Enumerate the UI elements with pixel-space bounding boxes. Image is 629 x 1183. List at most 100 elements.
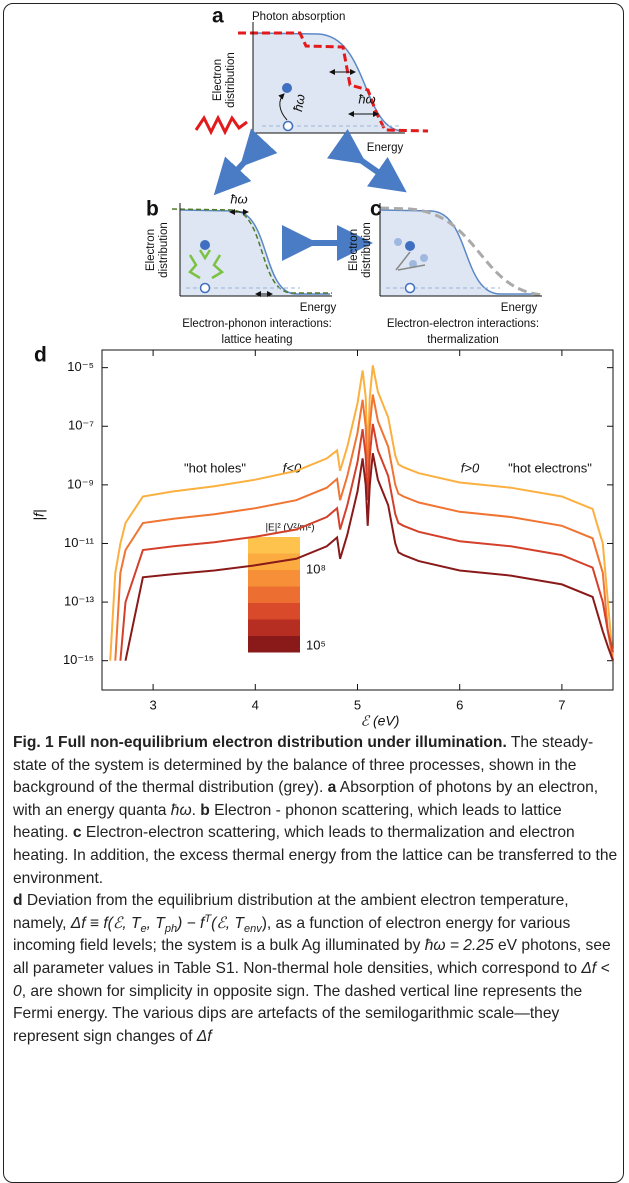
x-tick-label: 5 [354,697,361,712]
caption-math: , T [146,914,165,932]
process-arrow [326,128,407,193]
hole [199,282,211,294]
x-axis-label: ℰ (eV) [361,713,400,729]
hot-curve [379,206,546,297]
annotation: f<0 [283,460,302,475]
panel-caption: Electron-phonon interactions: [182,318,332,330]
colorbar-label: |E|² (V²/m²) [265,523,314,534]
caption-math: ħω [170,801,192,819]
axis-label: Energy [501,302,538,314]
hole [404,282,416,294]
caption-text: ), as a function of electron energy for … [13,914,571,955]
caption-math: ) − f [177,914,205,932]
caption-text: . [191,801,201,819]
panel-title: Photon absorption [252,11,345,23]
thermal-curve [379,209,540,295]
y-tick-label: 10⁻¹⁵ [63,652,94,667]
caption-text: Electron - phonon scattering, which lead… [13,801,562,842]
caption-math: T [204,912,212,925]
scatter-arrow [395,251,411,271]
caption-math: e [140,922,147,935]
panel-label: b [146,198,159,221]
x-tick-label: 3 [149,697,156,712]
colorbar-band [248,537,300,554]
caption-text: Electron-electron scattering, which lead… [13,824,618,887]
axis-label: Electron [348,229,360,271]
caption-letter: a [327,779,337,797]
caption-text: Deviation from the equilibrium distribut… [13,892,569,932]
caption-math: Δf < 0 [13,959,610,1000]
panel-label: c [370,198,382,221]
process-arrow [213,128,278,196]
photon [194,114,248,136]
y-tick-label: 10⁻¹³ [64,594,95,609]
caption-text: eV photons, see all parameter values in … [13,937,611,977]
y-axis-label: |f| [31,509,47,520]
x-tick-label: 4 [252,697,259,712]
transition-arrow [278,93,288,121]
hw-label: ħω [358,91,375,106]
y-tick-label: 10⁻¹¹ [64,535,95,550]
caption-letter: b [200,801,210,819]
thermal-curve [252,32,403,132]
y-tick-label: 10⁻⁵ [67,359,94,374]
data-line [109,365,614,661]
x-tick-label: 6 [456,697,463,712]
annotation: "hot electrons" [508,460,592,475]
colorbar-band [248,570,300,587]
caption-math: (ℰ, T [211,914,244,932]
colorbar-max: 10⁸ [306,561,326,576]
data-line [114,394,614,661]
caption-math: ħω = 2.25 [424,937,494,955]
phonon [188,249,225,280]
scatter-arrow [397,264,426,271]
colorbar: |E|² (V²/m²) 10⁸ 10⁵ [248,523,326,653]
panel-a: a Photon absorption Electron distributio… [194,5,429,154]
electron [420,254,428,262]
panel-label: d [34,344,47,367]
axis-label: Electron [145,229,157,271]
electron [394,238,402,246]
electron [409,260,417,268]
electron [200,240,210,250]
thermal-fill [380,210,540,296]
caption-math: env [243,922,262,935]
panel-caption: lattice heating [222,334,293,346]
panel-caption: Electron-electron interactions: [387,318,539,330]
caption-math: ph [164,922,178,935]
colorbar-band [248,636,300,653]
panel-label: a [212,5,224,28]
figure-caption: Fig. 1 Full non-equilibrium electron dis… [13,732,621,1048]
axis-label: distribution [225,52,237,108]
axis-label: distribution [158,222,170,278]
caption-text: Absorption of photons by an electron, wi… [13,779,599,819]
axis-label: Energy [300,302,337,314]
panel-c: c Electron distribution Energy Electron-… [348,198,546,346]
caption-letter: c [72,824,82,842]
electron [282,83,292,93]
caption-letter: d [13,892,23,910]
data-line [124,453,614,662]
x-tick-label: 7 [558,697,565,712]
panel-b: b ħω Electron distribution Energy Electr… [145,191,336,346]
colorbar-band [248,603,300,620]
thermal-fill [253,33,402,133]
caption-text: The steady-state of the system is determ… [13,734,594,797]
axis-label: Energy [367,142,404,154]
electron [405,241,415,251]
colorbar-band [248,619,300,636]
hw-label: ħω [290,93,308,113]
figure: a Photon absorption Electron distributio… [31,5,614,729]
caption-text: , are shown for simplicity in opposite s… [13,982,583,1045]
hw-label: ħω [230,191,247,206]
y-tick-label: 10⁻⁹ [67,476,94,491]
data-line [119,423,614,661]
annotation: "hot holes" [184,460,246,475]
y-tick-label: 10⁻⁷ [68,418,94,433]
annotation: f>0 [461,460,480,475]
axis-label: distribution [361,222,373,278]
caption-title: Fig. 1 Full non-equilibrium electron dis… [13,734,507,751]
axis-label: Electron [212,59,224,101]
hole [282,120,294,132]
